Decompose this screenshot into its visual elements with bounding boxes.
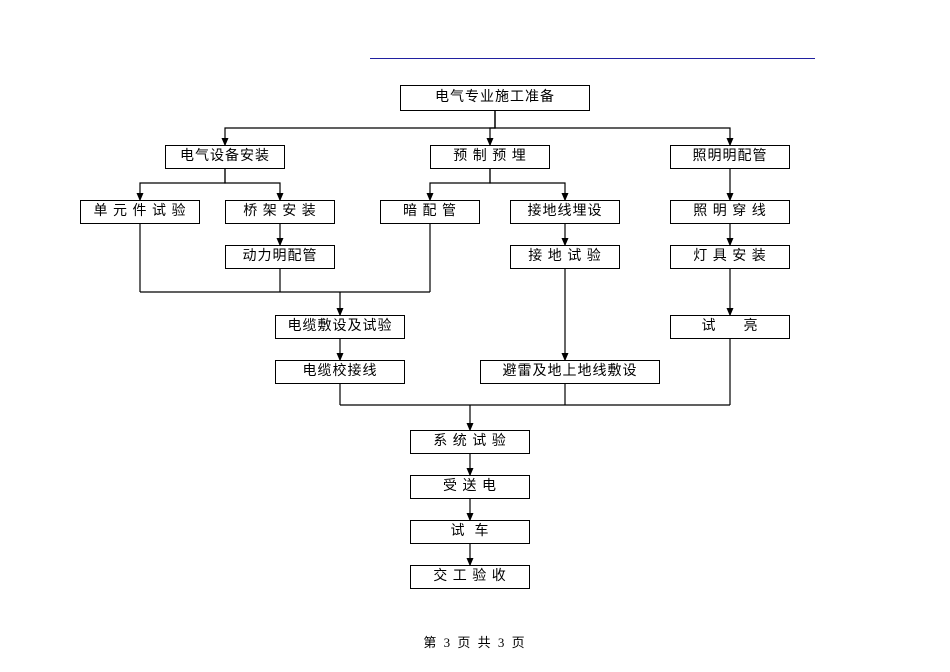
node-b1: 单 元 件 试 验: [80, 200, 200, 224]
node-e1: 电缆校接线: [275, 360, 405, 384]
node-root: 电气专业施工准备: [400, 85, 590, 111]
node-a1: 电气设备安装: [165, 145, 285, 169]
node-d2: 试 亮: [670, 315, 790, 339]
node-e2: 避雷及地上地线敷设: [480, 360, 660, 384]
node-c2: 接 地 试 验: [510, 245, 620, 269]
node-b4: 接地线埋设: [510, 200, 620, 224]
node-f2: 受 送 电: [410, 475, 530, 499]
node-c3: 灯 具 安 装: [670, 245, 790, 269]
node-b3: 暗 配 管: [380, 200, 480, 224]
node-f1: 系 统 试 验: [410, 430, 530, 454]
header-rule: [370, 58, 815, 59]
node-b2: 桥 架 安 装: [225, 200, 335, 224]
node-b5: 照 明 穿 线: [670, 200, 790, 224]
node-f3: 试 车: [410, 520, 530, 544]
node-f4: 交 工 验 收: [410, 565, 530, 589]
node-a3: 照明明配管: [670, 145, 790, 169]
node-a2: 预 制 预 埋: [430, 145, 550, 169]
node-d1: 电缆敷设及试验: [275, 315, 405, 339]
page-footer: 第 3 页 共 3 页: [0, 632, 950, 651]
node-c1: 动力明配管: [225, 245, 335, 269]
